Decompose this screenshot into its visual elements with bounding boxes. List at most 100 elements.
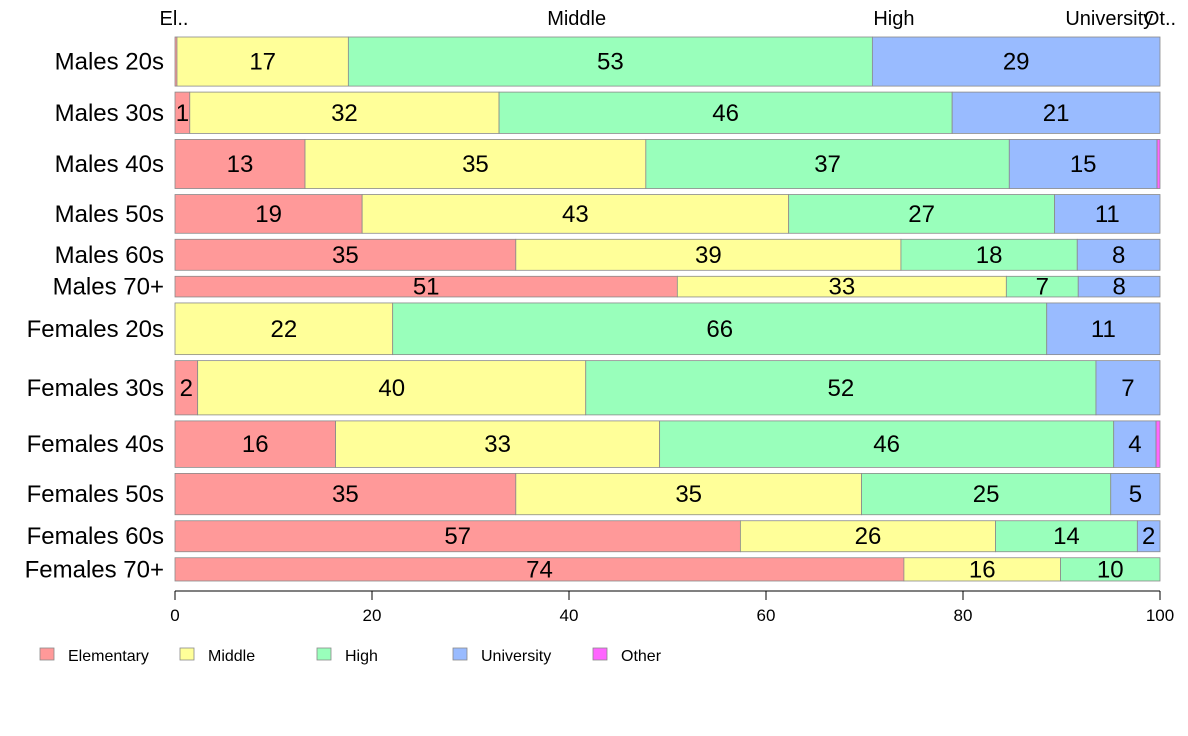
legend-item: University bbox=[452, 647, 551, 665]
legend-swatch bbox=[316, 647, 332, 661]
bar-row: 19 43 27 11 bbox=[174, 194, 1161, 234]
bar-row: 17 53 29 bbox=[174, 36, 1161, 87]
data-label: 10 bbox=[1097, 556, 1124, 583]
data-label: 32 bbox=[331, 100, 358, 127]
data-label: 16 bbox=[969, 556, 996, 583]
bar-segment bbox=[1155, 420, 1161, 468]
data-label: 18 bbox=[976, 242, 1003, 269]
row-label: Males 30s bbox=[55, 100, 164, 127]
row-label: Males 60s bbox=[55, 242, 164, 269]
bar-row: 1 32 46 21 bbox=[174, 91, 1161, 134]
column-label: Middle bbox=[547, 8, 606, 30]
bar-segment bbox=[174, 472, 517, 516]
row-label: Males 70+ bbox=[53, 274, 164, 301]
bar-row: 13 35 37 15 bbox=[174, 139, 1161, 189]
bar-segment bbox=[515, 238, 902, 271]
x-tick-label: 80 bbox=[954, 606, 973, 625]
row-label: Females 30s bbox=[27, 375, 164, 402]
column-label: El.. bbox=[160, 8, 189, 30]
bar-row: 35 39 18 8 bbox=[174, 238, 1161, 271]
bar-segment bbox=[871, 36, 1161, 87]
data-label: 40 bbox=[378, 375, 405, 402]
bar-segment bbox=[585, 360, 1097, 416]
data-label: 8 bbox=[1112, 274, 1125, 301]
bar-segment bbox=[1008, 139, 1158, 189]
bar-segment bbox=[995, 520, 1138, 553]
legend-swatch bbox=[179, 647, 195, 661]
bar-row: 57 26 14 2 bbox=[174, 520, 1161, 553]
bar-segment bbox=[498, 91, 953, 134]
row-label: Females 70+ bbox=[25, 556, 164, 583]
x-tick-label: 60 bbox=[757, 606, 776, 625]
x-tick-label: 40 bbox=[560, 606, 579, 625]
legend: Elementary Middle High University Other bbox=[39, 647, 662, 665]
data-label: 25 bbox=[973, 481, 1000, 508]
bar-segment bbox=[174, 238, 517, 271]
legend-item: Other bbox=[592, 647, 662, 665]
bar-segment bbox=[645, 139, 1010, 189]
bar-segment bbox=[189, 91, 500, 134]
bar-segment bbox=[174, 520, 741, 553]
row-labels-group: Males 20s Males 30s Males 40s Males 50s Male… bbox=[25, 49, 164, 584]
legend-item: High bbox=[316, 647, 378, 665]
column-label: University bbox=[1065, 8, 1153, 30]
data-label: 29 bbox=[1003, 49, 1030, 76]
bar-segment bbox=[1113, 420, 1157, 468]
data-label: 74 bbox=[526, 556, 553, 583]
bar-segment bbox=[1060, 557, 1161, 582]
bar-segment bbox=[951, 91, 1161, 134]
data-label: 21 bbox=[1043, 100, 1070, 127]
bar-segment bbox=[861, 472, 1112, 516]
bar-segment bbox=[659, 420, 1115, 468]
bar-segment bbox=[1046, 302, 1161, 356]
data-label: 2 bbox=[1142, 523, 1155, 550]
data-label: 53 bbox=[597, 49, 624, 76]
data-label: 39 bbox=[695, 242, 722, 269]
legend-label: Other bbox=[621, 648, 662, 665]
bar-segment bbox=[1054, 194, 1161, 234]
data-label: 11 bbox=[1091, 316, 1116, 343]
bar-row: 51 33 7 8 bbox=[174, 274, 1161, 301]
column-label: Ot.. bbox=[1144, 8, 1176, 30]
bar-segment bbox=[1136, 520, 1161, 553]
column-label: High bbox=[873, 8, 914, 30]
bar-segment bbox=[304, 139, 647, 189]
x-tick-label: 20 bbox=[363, 606, 382, 625]
legend-item: Elementary bbox=[39, 647, 149, 665]
row-label: Males 20s bbox=[55, 49, 164, 76]
bar-segment bbox=[347, 36, 873, 87]
legend-swatch bbox=[592, 647, 608, 661]
data-label: 35 bbox=[332, 242, 359, 269]
data-label: 35 bbox=[462, 151, 489, 178]
bar-segment bbox=[1095, 360, 1161, 416]
bar-segment bbox=[174, 139, 306, 189]
row-label: Females 20s bbox=[27, 316, 164, 343]
legend-label: Elementary bbox=[68, 648, 149, 665]
legend-item: Middle bbox=[179, 647, 255, 665]
bar-segment bbox=[900, 238, 1078, 271]
data-label: 46 bbox=[873, 431, 900, 458]
data-label: 2 bbox=[180, 375, 193, 402]
data-label: 43 bbox=[562, 201, 589, 228]
bar-segment bbox=[174, 302, 394, 356]
bar-row: 16 33 46 4 bbox=[174, 420, 1161, 468]
legend-swatch bbox=[39, 647, 55, 661]
x-tick-label: 0 bbox=[170, 606, 179, 625]
data-label: 7 bbox=[1121, 375, 1134, 402]
bar-segment bbox=[1110, 472, 1161, 516]
data-label: 33 bbox=[484, 431, 511, 458]
data-label: 52 bbox=[828, 375, 855, 402]
bar-segment bbox=[197, 360, 587, 416]
bar-row: 22 66 11 bbox=[174, 302, 1161, 356]
bar-segment bbox=[739, 520, 996, 553]
data-label: 51 bbox=[413, 274, 440, 301]
data-label: 8 bbox=[1112, 242, 1125, 269]
legend-label: University bbox=[481, 648, 551, 665]
row-label: Females 60s bbox=[27, 523, 164, 550]
data-label: 7 bbox=[1036, 274, 1049, 301]
row-label: Males 50s bbox=[55, 201, 164, 228]
data-label: 33 bbox=[828, 274, 855, 301]
